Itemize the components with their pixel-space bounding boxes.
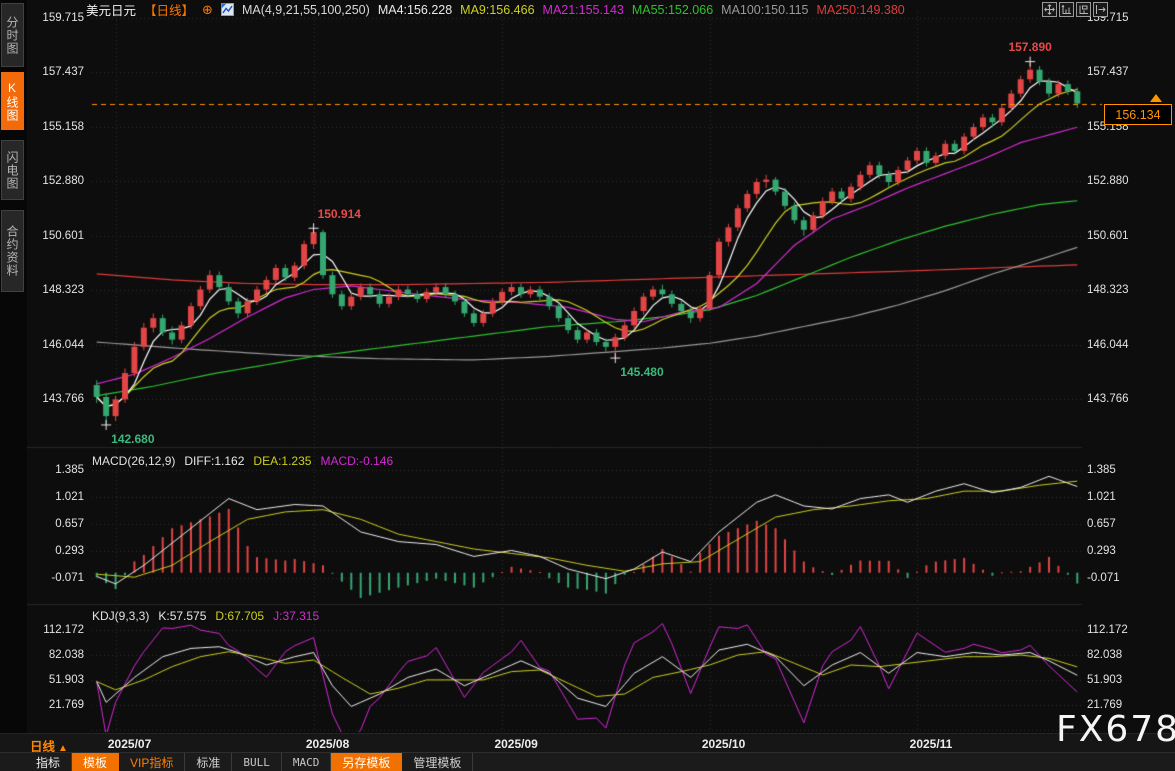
price-up-arrow-icon (1150, 94, 1162, 102)
indicator-value-label: D:67.705 (215, 609, 265, 623)
y-axis-label: 150.601 (42, 229, 84, 242)
period-selector[interactable]: 日线 ▲ (30, 736, 68, 755)
ma-chart-icon[interactable] (220, 3, 234, 16)
y-axis-label: 0.657 (1087, 518, 1116, 530)
toolbar-button[interactable]: 模板 (72, 753, 120, 771)
pan-move-icon[interactable] (1042, 2, 1057, 17)
kdj-values: K:57.575 D:67.705 J:37.315 (158, 609, 328, 623)
ma-value-label: MA4:156.228 (377, 2, 453, 17)
y-axis-label: 159.715 (42, 12, 84, 24)
x-axis-label: 2025/11 (909, 737, 953, 751)
sidebar-tab[interactable]: 分时图 (1, 3, 24, 67)
y-axis-label: -0.071 (51, 572, 84, 584)
indicator-value-label: MACD:-0.146 (320, 454, 394, 468)
sidebar-tab[interactable]: 合约资料 (1, 210, 24, 292)
y-axis-label: 152.880 (42, 175, 84, 188)
x-axis-label: 2025/09 (494, 737, 538, 751)
y-axis-label: 21.769 (48, 699, 84, 711)
chevron-up-icon: ▲ (58, 743, 68, 754)
toolbar-button[interactable]: 指标 (25, 753, 73, 771)
add-indicator-icon[interactable]: ⊕ (202, 2, 213, 17)
y-axis-label: 155.158 (42, 120, 84, 133)
toolbar-button[interactable]: VIP指标 (119, 753, 186, 771)
y-axis-label: 152.880 (1087, 175, 1129, 188)
price-annotation: 142.680 (111, 431, 155, 446)
period-label: 日线 (30, 740, 56, 754)
y-axis-label: 82.038 (1087, 649, 1123, 661)
ma-value-label: MA250:149.380 (816, 2, 905, 17)
y-axis-label: 0.293 (1087, 545, 1116, 557)
collapse-pane-icon[interactable] (1093, 2, 1108, 17)
toolbar-button[interactable]: BULL (232, 753, 282, 771)
ma-value-label: MA100:150.115 (721, 2, 809, 17)
symbol-name: 美元日元 (86, 4, 137, 18)
current-price-value: 156.134 (1115, 107, 1161, 122)
macd-values: DIFF:1.162 DEA:1.235 MACD:-0.146 (184, 454, 402, 468)
y-axis-scale-right-icon[interactable] (1076, 2, 1091, 17)
kdj-panel-header: KDJ(9,3,3) K:57.575 D:67.705 J:37.315 (92, 609, 328, 623)
y-axis-label: 51.903 (1087, 674, 1123, 686)
toolbar-button[interactable]: MACD (282, 753, 332, 771)
y-axis-label: 157.437 (1087, 66, 1129, 79)
y-axis-label: 143.766 (42, 393, 84, 405)
toolbar-button[interactable]: 标准 (185, 753, 233, 771)
chart-header: 美元日元 【日线】 ⊕ MA(4,9,21,55,100,250) MA4:15… (86, 1, 913, 19)
price-annotation: 150.914 (317, 207, 361, 222)
y-axis-label: 1.021 (1087, 491, 1116, 503)
y-axis-scale-icon[interactable] (1059, 2, 1074, 17)
x-axis-label: 2025/08 (305, 737, 350, 751)
y-axis-label: 112.172 (1087, 624, 1128, 636)
y-axis-label: 51.903 (48, 674, 84, 686)
kdj-title: KDJ(9,3,3) (92, 609, 150, 623)
y-axis-label: 146.044 (1087, 338, 1129, 351)
y-axis-label: 1.385 (1087, 464, 1116, 476)
x-axis-label: 2025/10 (701, 737, 746, 751)
y-axis-label: 150.601 (1087, 229, 1129, 242)
current-price-label: 156.134 (1104, 104, 1172, 125)
y-axis-label: 0.293 (55, 545, 84, 557)
ma-value-label: MA9:156.466 (460, 2, 535, 17)
sidebar-tab[interactable]: 闪电图 (1, 140, 24, 200)
y-axis-label: 21.769 (1087, 699, 1123, 711)
bottom-toolbar: 指标 模板 VIP指标 标准 BULL MACD 另存模板 管理模板 (0, 752, 1175, 771)
period-tag: 【日线】 (144, 4, 195, 18)
macd-panel-header: MACD(26,12,9) DIFF:1.162 DEA:1.235 MACD:-0… (92, 454, 402, 468)
x-axis-label: 2025/07 (107, 737, 152, 751)
y-axis-label: 1.021 (55, 491, 84, 503)
y-axis-label: 146.044 (42, 338, 84, 351)
y-axis-label: 1.385 (55, 464, 84, 476)
y-axis-label: 148.323 (42, 284, 84, 297)
indicator-value-label: DIFF:1.162 (184, 454, 245, 468)
chart-toolbar (1042, 2, 1108, 17)
ma-values: MA4:156.228 MA9:156.466 MA21:155.143 MA55:1… (378, 3, 913, 17)
ma-group-label: MA(4,9,21,55,100,250) (241, 2, 370, 17)
macd-title: MACD(26,12,9) (92, 454, 176, 468)
indicator-value-label: K:57.575 (158, 609, 207, 623)
ma-value-label: MA21:155.143 (542, 2, 624, 17)
toolbar-button[interactable]: 管理模板 (402, 753, 474, 771)
ma-value-label: MA55:152.066 (631, 2, 714, 17)
price-annotation: 157.890 (1008, 39, 1052, 54)
y-axis-label: 148.323 (1087, 284, 1129, 297)
y-axis-label: -0.071 (1087, 572, 1120, 584)
watermark: FX678 (1056, 709, 1175, 750)
left-sidebar: 分时图 K线图闪电图合约资料 (0, 0, 27, 733)
x-axis-row: 日线 ▲ 2025/07 2025/08 2025/09 2025/10 2025/11 (0, 733, 1175, 755)
sidebar-tab[interactable]: K线图 (1, 72, 24, 130)
y-axis-label: 82.038 (48, 649, 84, 661)
toolbar-button[interactable]: 另存模板 (331, 753, 403, 771)
y-axis-label: 157.437 (42, 66, 84, 79)
y-axis-label: 112.172 (43, 624, 84, 636)
y-axis-label: 0.657 (55, 518, 84, 530)
indicator-value-label: J:37.315 (273, 609, 320, 623)
indicator-value-label: DEA:1.235 (253, 454, 312, 468)
price-annotation: 145.480 (620, 365, 664, 380)
y-axis-label: 143.766 (1087, 393, 1129, 405)
